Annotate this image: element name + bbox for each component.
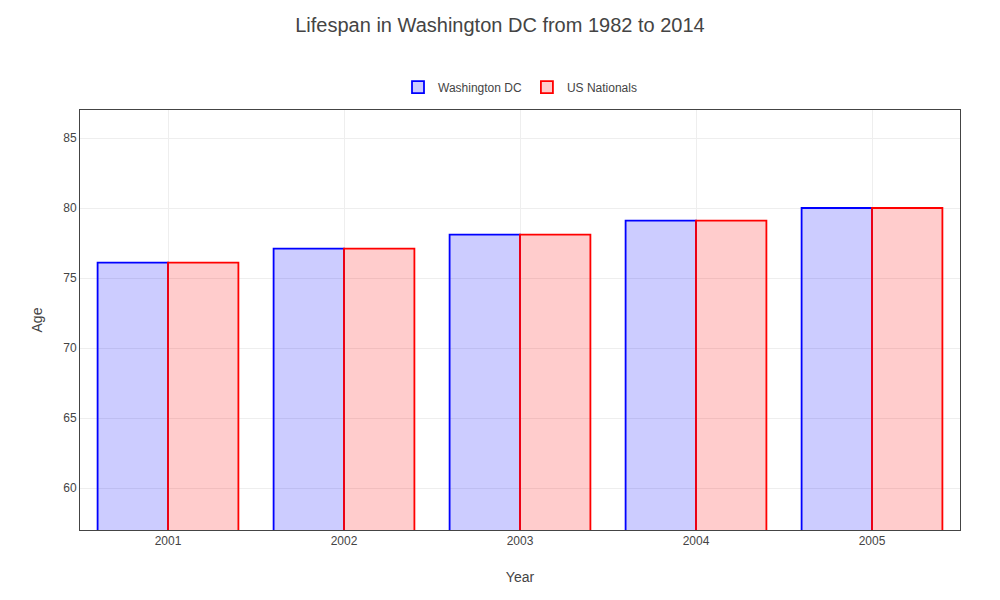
svg-text:Washington DC: Washington DC: [438, 81, 522, 95]
svg-text:2005: 2005: [859, 534, 886, 548]
svg-text:70: 70: [63, 341, 77, 355]
svg-text:2002: 2002: [331, 534, 358, 548]
svg-text:80: 80: [63, 201, 77, 215]
svg-text:75: 75: [63, 271, 77, 285]
svg-text:2003: 2003: [507, 534, 534, 548]
svg-text:Year: Year: [506, 569, 535, 585]
svg-text:2004: 2004: [683, 534, 710, 548]
svg-text:2001: 2001: [155, 534, 182, 548]
svg-text:85: 85: [63, 131, 77, 145]
svg-text:US Nationals: US Nationals: [567, 81, 637, 95]
svg-text:60: 60: [63, 481, 77, 495]
svg-text:Lifespan in Washington DC from: Lifespan in Washington DC from 1982 to 2…: [295, 14, 705, 36]
svg-text:65: 65: [63, 411, 77, 425]
svg-text:Age: Age: [29, 307, 45, 332]
